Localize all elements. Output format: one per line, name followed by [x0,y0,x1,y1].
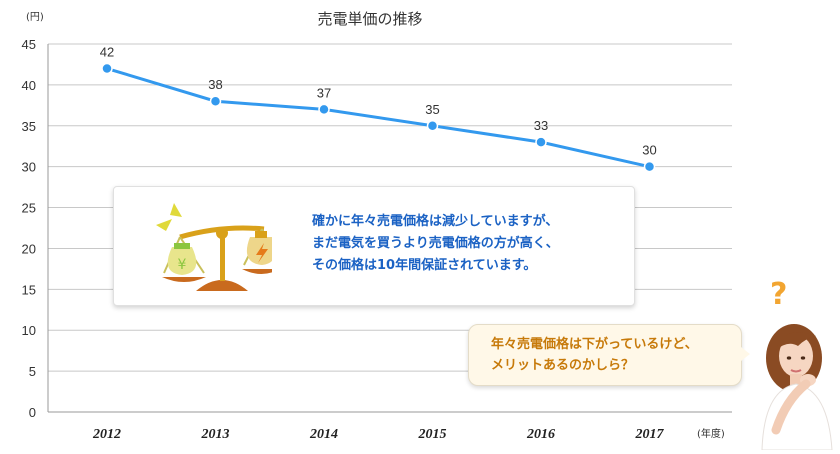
speech-bubble-tail [741,347,750,361]
speech-line: メリットあるのかしら？ [491,358,635,373]
chart-title: 売電単価の推移 [317,10,422,28]
x-tick-label: 2013 [201,427,230,442]
y-tick-label: 25 [22,201,36,216]
data-label: 35 [425,102,439,117]
data-label: 33 [534,118,548,133]
question-mark: ? [770,280,787,312]
info-callout-text: 確かに年々売電価格は減少していますが、 まだ電気を買うより売電価格の方が高く、 … [312,211,622,277]
y-tick-label: 45 [22,37,36,52]
y-tick-label: 40 [22,78,36,93]
speech-bubble: 年々売電価格は下がっているけど、 メリットあるのかしら？ [468,324,750,386]
info-line: まだ電気を買うより売電価格の方が高く、 [312,236,559,251]
x-tick-label: 2012 [92,427,121,442]
series-line [106,67,650,169]
x-tick-label: 2016 [526,427,555,442]
thinking-woman-icon: ? [746,277,836,454]
x-tick-label: 2017 [635,427,665,442]
data-label: 37 [317,85,331,100]
y-tick-label: 15 [22,282,36,297]
info-callout: ¥ 確かに年々売電価格は減少していますが、 まだ電気を買うより売電価格の方が高く… [113,186,635,306]
y-tick-label: 35 [22,119,36,134]
x-tick-label: 2015 [418,427,447,442]
y-tick-label: 0 [29,405,36,420]
data-label: 42 [100,45,114,60]
data-point [101,62,113,75]
data-point [318,103,330,116]
data-point [643,160,656,173]
data-label: 38 [208,77,222,92]
data-point [535,136,547,148]
speech-line: 年々売電価格は下がっているけど、 [491,337,698,352]
x-axis-ticks: 2012 2013 2014 2015 2016 2017 [92,427,665,442]
data-point [209,95,222,107]
x-axis-unit: (年度) [697,427,725,440]
y-tick-label: 10 [22,323,36,338]
balance-scale-icon: ¥ [152,199,281,295]
y-axis-unit: (円) [26,12,44,23]
data-label: 30 [642,143,656,158]
y-tick-label: 20 [22,241,36,256]
info-line: その価格は10年間保証されています。 [312,258,537,273]
x-tick-label: 2014 [309,427,338,442]
info-line: 確かに年々売電価格は減少していますが、 [312,214,559,229]
y-tick-label: 5 [29,364,36,379]
y-axis-ticks: 45 40 35 30 25 20 15 10 5 0 [22,37,36,420]
svg-text:¥: ¥ [178,257,187,273]
speech-bubble-text: 年々売電価格は下がっているけど、 メリットあるのかしら？ [491,334,698,376]
y-tick-label: 30 [22,160,36,175]
data-point [426,120,439,132]
series: 42 38 37 35 33 30 [100,45,657,173]
